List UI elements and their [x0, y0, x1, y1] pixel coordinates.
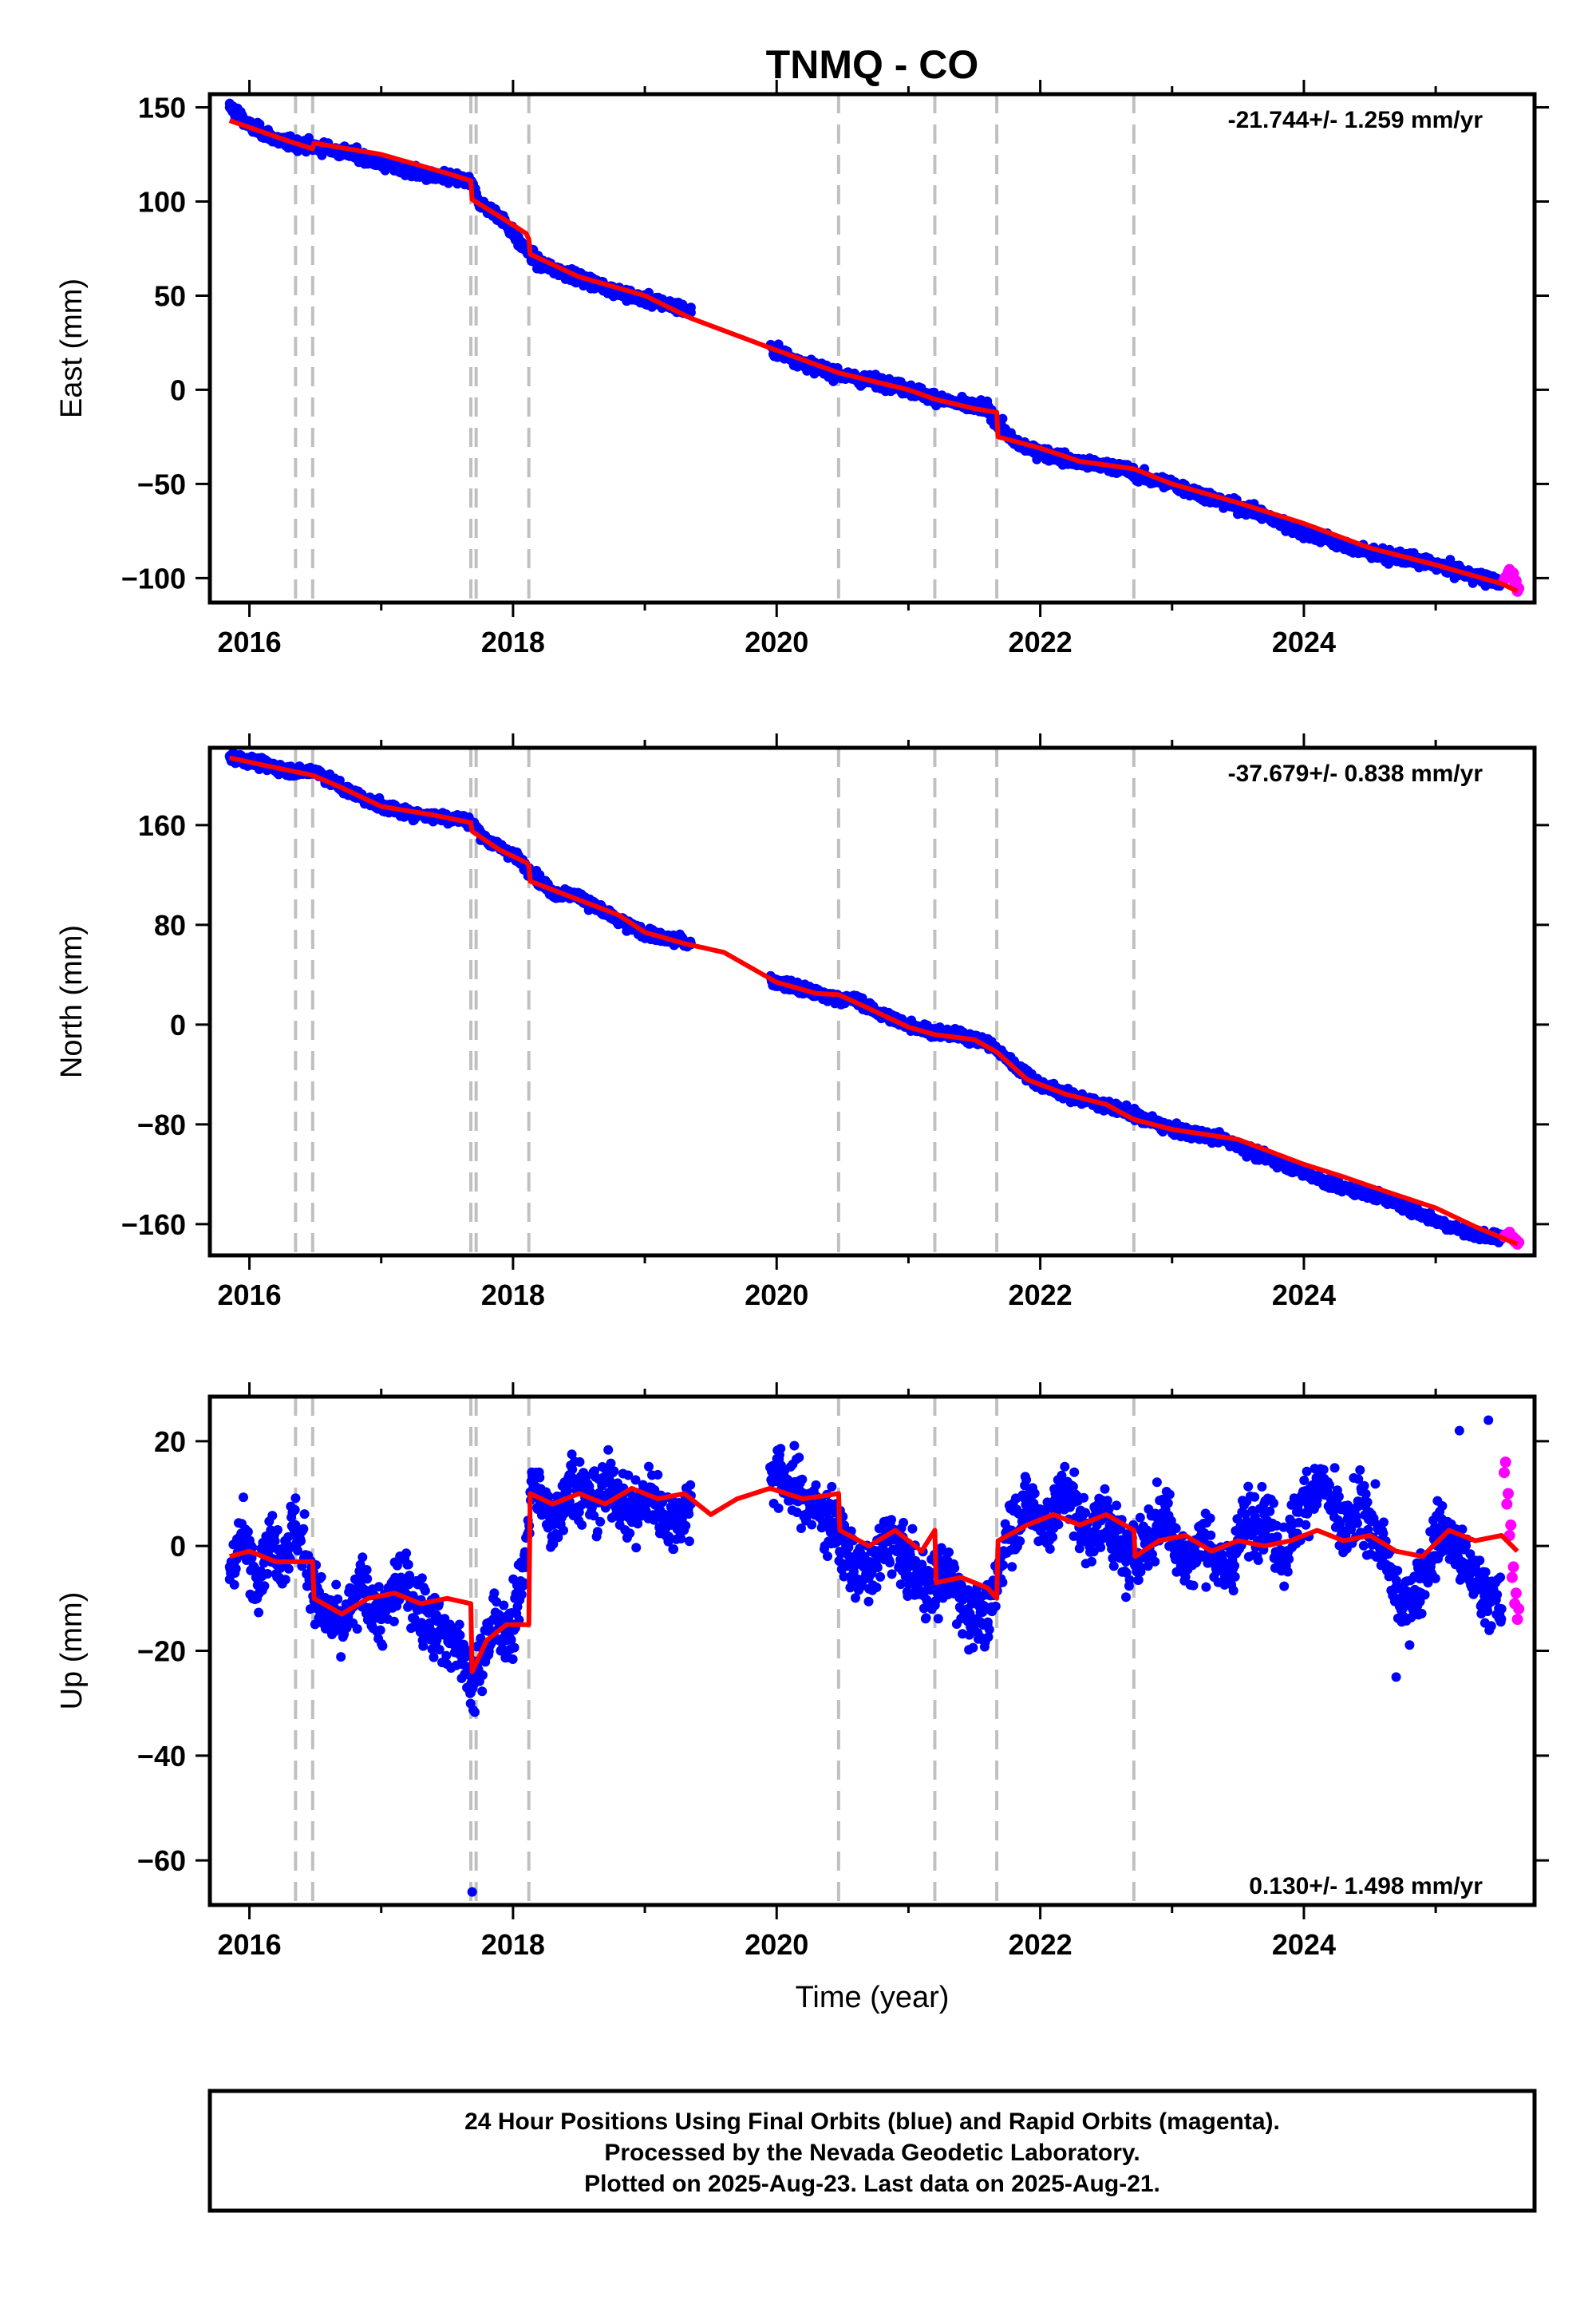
- up-final-point: [229, 1579, 239, 1590]
- north-xtick-label: 2016: [218, 1279, 282, 1311]
- east-final-point: [515, 238, 525, 248]
- north-final-point: [1246, 1147, 1256, 1157]
- east-ytick-label: −100: [121, 562, 186, 595]
- north-final-point: [1457, 1225, 1468, 1235]
- east-xtick-label: 2018: [481, 626, 545, 658]
- up-final-point: [290, 1493, 301, 1504]
- north-ytick-label: 160: [138, 809, 186, 842]
- north-plot-area: [224, 748, 1525, 1250]
- east-xtick-label: 2024: [1272, 626, 1336, 658]
- north-final-point: [1272, 1156, 1282, 1167]
- north-ytick-label: −160: [121, 1208, 186, 1241]
- north-panel: 2016 2018 2020 2022 2024 −160 −80 0 80 160 North (…: [55, 733, 1549, 1311]
- north-model-line: [229, 755, 1519, 1247]
- east-final-point: [1298, 528, 1309, 538]
- north-final-point: [1325, 1179, 1335, 1189]
- east-final-point: [429, 172, 439, 182]
- east-model-line: [228, 118, 1519, 594]
- up-final-point: [316, 1571, 326, 1582]
- east-rate-label: -21.744+/- 1.259 mm/yr: [1228, 107, 1483, 133]
- north-final-point: [1378, 1192, 1389, 1202]
- east-final-point: [1325, 536, 1335, 546]
- north-rate-label: -37.679+/- 0.838 mm/yr: [1228, 761, 1483, 787]
- east-ytick-label: 100: [138, 185, 186, 218]
- east-xtick-label: 2020: [745, 626, 808, 658]
- east-final-point: [998, 413, 1008, 424]
- north-ytick-label: 80: [154, 909, 186, 942]
- north-xtick-label: 2020: [745, 1279, 808, 1311]
- north-xtick-label: 2024: [1272, 1279, 1336, 1311]
- east-final-point: [1352, 544, 1362, 555]
- up-final-point: [299, 1509, 310, 1520]
- north-frame: [207, 745, 1537, 1258]
- up-final-point: [293, 1546, 302, 1555]
- east-ytick-label: 50: [154, 279, 186, 312]
- north-final-point: [1352, 1187, 1362, 1197]
- north-final-point: [1431, 1215, 1441, 1226]
- east-ytick-label: −50: [137, 468, 186, 500]
- up-final-point: [267, 1511, 278, 1521]
- north-y-axis-label: North (mm): [55, 925, 89, 1078]
- up-final-point: [263, 1569, 273, 1579]
- up-final-point: [331, 1579, 342, 1590]
- north-xtick-label: 2022: [1009, 1279, 1073, 1311]
- east-final-point: [1272, 516, 1282, 527]
- up-final-point: [290, 1504, 300, 1515]
- east-ytick-label: 150: [138, 92, 186, 124]
- up-final-point: [239, 1492, 248, 1503]
- up-final-point: [247, 1553, 257, 1563]
- north-ytick-label: −80: [137, 1109, 186, 1141]
- east-xtick-label: 2022: [1009, 626, 1073, 658]
- north-final-point: [1404, 1204, 1415, 1215]
- up-final-point: [259, 1581, 270, 1591]
- east-frame: [207, 92, 1537, 605]
- north-xtick-label: 2018: [481, 1279, 545, 1311]
- up-final-point: [333, 1594, 343, 1604]
- east-panel: 2016 2018 2020 2022 2024 −100 −50 0 50 100 150 East…: [55, 80, 1549, 658]
- up-final-point: [298, 1524, 309, 1534]
- east-final-point: [402, 166, 413, 176]
- north-ytick-label: 0: [170, 1009, 186, 1041]
- east-final-point: [376, 159, 386, 169]
- east-final-point: [231, 106, 242, 117]
- north-final-point: [310, 765, 321, 776]
- east-plot-area: [224, 98, 1525, 597]
- up-final-point: [254, 1607, 264, 1618]
- figure-title: TNMQ - CO: [766, 42, 979, 87]
- up-final-point: [296, 1535, 306, 1546]
- up-plot-area: [224, 1415, 1525, 1897]
- up-final-point: [283, 1563, 294, 1574]
- up-final-point: [336, 1652, 346, 1662]
- north-final-point: [1298, 1167, 1309, 1177]
- east-xtick-label: 2016: [218, 626, 282, 658]
- east-ytick-label: 0: [170, 373, 186, 406]
- east-y-axis-label: East (mm): [55, 279, 89, 418]
- up-final-point: [280, 1575, 290, 1585]
- up-final-point: [272, 1525, 282, 1535]
